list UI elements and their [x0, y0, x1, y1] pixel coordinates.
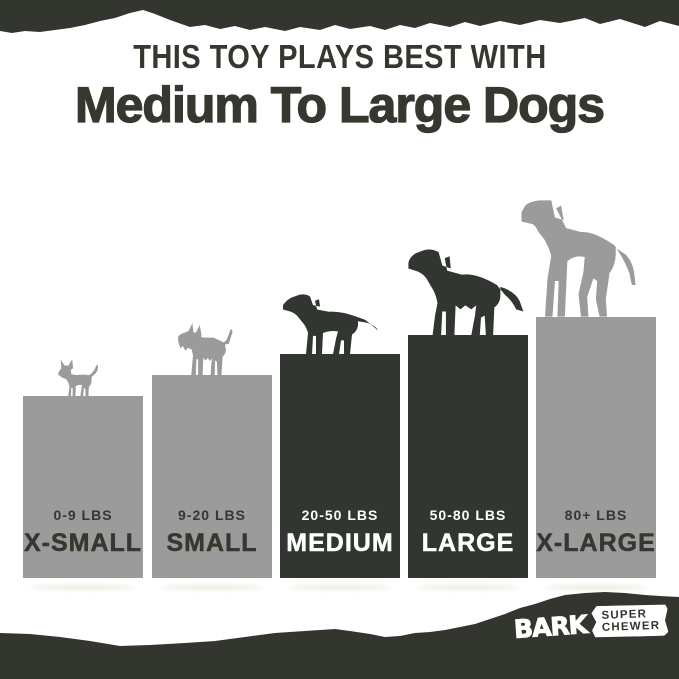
badge-line-2: CHEWER [601, 619, 661, 634]
bar-shadow [160, 585, 264, 590]
size-bar-x-large: 80+ LBS X-LARGE [536, 317, 656, 578]
weight-range-label: 0-9 LBS [53, 507, 113, 523]
size-bar-medium: 20-50 LBS MEDIUM [280, 354, 400, 578]
torn-paper-top-band [0, 0, 679, 33]
size-name-label: MEDIUM [286, 529, 394, 558]
golden-retriever-icon [406, 244, 527, 336]
eyebrow-text: THIS TOY PLAYS BEST WITH [132, 38, 547, 75]
terrier-icon [177, 322, 234, 376]
torn-paper-bottom-band [0, 592, 679, 679]
header: THIS TOY PLAYS BEST WITH Medium To Large… [0, 38, 679, 133]
bar-shadow [416, 585, 520, 590]
size-bar-x-small: 0-9 LBS X-SMALL [23, 396, 143, 578]
bar-shadow [288, 585, 392, 590]
super-chewer-badge: SUPER CHEWER [591, 604, 668, 639]
size-name-label: SMALL [166, 529, 258, 558]
size-bar-small: 9-20 LBS SMALL [152, 375, 272, 578]
bar-shadow [31, 585, 135, 590]
size-name-label: X-SMALL [23, 529, 143, 558]
page-title: Medium To Large Dogs [74, 77, 605, 133]
chihuahua-icon [56, 356, 101, 397]
size-name-label: X-LARGE [536, 529, 656, 558]
weight-range-label: 50-80 LBS [429, 507, 507, 523]
size-name-label: LARGE [421, 529, 515, 558]
weight-range-label: 20-50 LBS [301, 507, 379, 523]
weight-range-label: 9-20 LBS [178, 507, 246, 523]
weight-range-label: 80+ LBS [564, 507, 628, 523]
great-dane-icon [519, 199, 643, 318]
size-bar-large: 50-80 LBS LARGE [408, 335, 528, 578]
bark-logo-text: BARK [512, 609, 588, 644]
bar-shadow [544, 585, 648, 590]
labrador-icon [281, 289, 381, 355]
